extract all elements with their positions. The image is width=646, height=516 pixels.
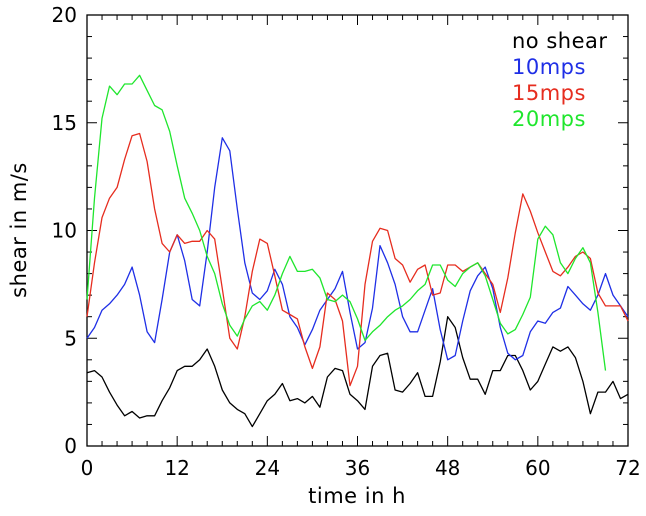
x-tick-label: 0 bbox=[81, 456, 94, 480]
x-tick-label: 48 bbox=[435, 456, 460, 480]
y-axis-label: shear in m/s bbox=[7, 162, 31, 298]
y-tick-label: 0 bbox=[64, 434, 77, 458]
legend-entry-15mps: 15mps bbox=[512, 81, 586, 105]
legend-entry-10mps: 10mps bbox=[512, 55, 586, 79]
x-tick-label: 72 bbox=[615, 456, 640, 480]
series-line-20mps bbox=[86, 74, 607, 371]
y-tick-label: 5 bbox=[64, 326, 77, 350]
x-axis-label: time in h bbox=[308, 484, 406, 508]
y-tick-label: 20 bbox=[52, 3, 77, 27]
y-tick-label: 15 bbox=[52, 111, 77, 135]
legend-entry-no-shear: no shear bbox=[512, 29, 608, 53]
series-line-no-shear bbox=[86, 316, 629, 428]
x-tick-label: 24 bbox=[255, 456, 280, 480]
axis-tick-labels: 0 12 24 36 48 60 72 0 5 10 15 20 bbox=[52, 3, 641, 480]
legend-entry-20mps: 20mps bbox=[512, 107, 586, 131]
x-tick-label: 60 bbox=[525, 456, 550, 480]
axis-ticks bbox=[86, 14, 629, 447]
series-line-15mps bbox=[86, 132, 629, 387]
y-tick-label: 10 bbox=[52, 219, 77, 243]
x-tick-label: 12 bbox=[164, 456, 189, 480]
data-series bbox=[86, 74, 629, 428]
x-tick-label: 36 bbox=[345, 456, 370, 480]
